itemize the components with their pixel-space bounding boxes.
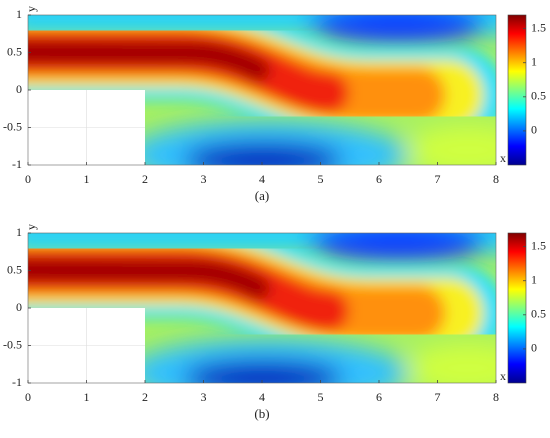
colorbar-tick-label: 0 xyxy=(531,341,537,355)
x-tick-label: 7 xyxy=(435,390,441,404)
x-tick-label: 8 xyxy=(493,390,499,404)
caption: (a) xyxy=(255,188,269,203)
colorbar-tick-label: 1.5 xyxy=(531,238,546,252)
y-tick-label: -0.5 xyxy=(3,119,22,133)
x-tick-label: 2 xyxy=(142,172,148,186)
flow-field xyxy=(8,213,528,408)
x-tick-label: 8 xyxy=(493,172,499,186)
colorbar-tick-label: 0 xyxy=(531,123,537,137)
x-tick-label: 3 xyxy=(201,390,207,404)
colorbar-tick-label: 1 xyxy=(531,54,537,68)
x-tick-label: 7 xyxy=(435,172,441,186)
colorbar-tick-label: 0.5 xyxy=(531,307,546,321)
x-tick-label: 1 xyxy=(84,172,90,186)
x-axis-label: x xyxy=(500,369,506,383)
x-tick-label: 6 xyxy=(376,390,382,404)
y-tick-label: 0.5 xyxy=(7,44,22,58)
y-axis-label: y xyxy=(24,224,38,230)
x-axis-label: x xyxy=(500,151,506,165)
colorbar-tick-label: 1 xyxy=(531,272,537,286)
colorbar xyxy=(507,232,527,384)
x-tick-label: 2 xyxy=(142,390,148,404)
flow-field xyxy=(8,0,528,190)
x-tick-label: 6 xyxy=(376,172,382,186)
y-tick-label: 1 xyxy=(16,7,22,21)
y-tick-label: 1 xyxy=(16,225,22,239)
x-tick-label: 5 xyxy=(318,390,324,404)
x-tick-label: 5 xyxy=(318,172,324,186)
y-tick-label: 0 xyxy=(16,300,22,314)
colorbar-tick-label: 1.5 xyxy=(531,20,546,34)
y-tick-label: 0 xyxy=(16,82,22,96)
colorbar-tick-label: 0.5 xyxy=(531,89,546,103)
y-tick-label: -1 xyxy=(12,157,22,171)
x-tick-label: 4 xyxy=(259,172,265,186)
x-tick-label: 1 xyxy=(84,390,90,404)
caption: (b) xyxy=(254,406,269,421)
y-tick-label: -0.5 xyxy=(3,337,22,351)
y-axis-label: y xyxy=(24,6,38,12)
y-tick-label: -1 xyxy=(12,375,22,389)
x-tick-label: 0 xyxy=(25,172,31,186)
x-tick-label: 3 xyxy=(201,172,207,186)
x-tick-label: 4 xyxy=(259,390,265,404)
colorbar xyxy=(507,14,527,166)
x-tick-label: 0 xyxy=(25,390,31,404)
y-tick-label: 0.5 xyxy=(7,262,22,276)
